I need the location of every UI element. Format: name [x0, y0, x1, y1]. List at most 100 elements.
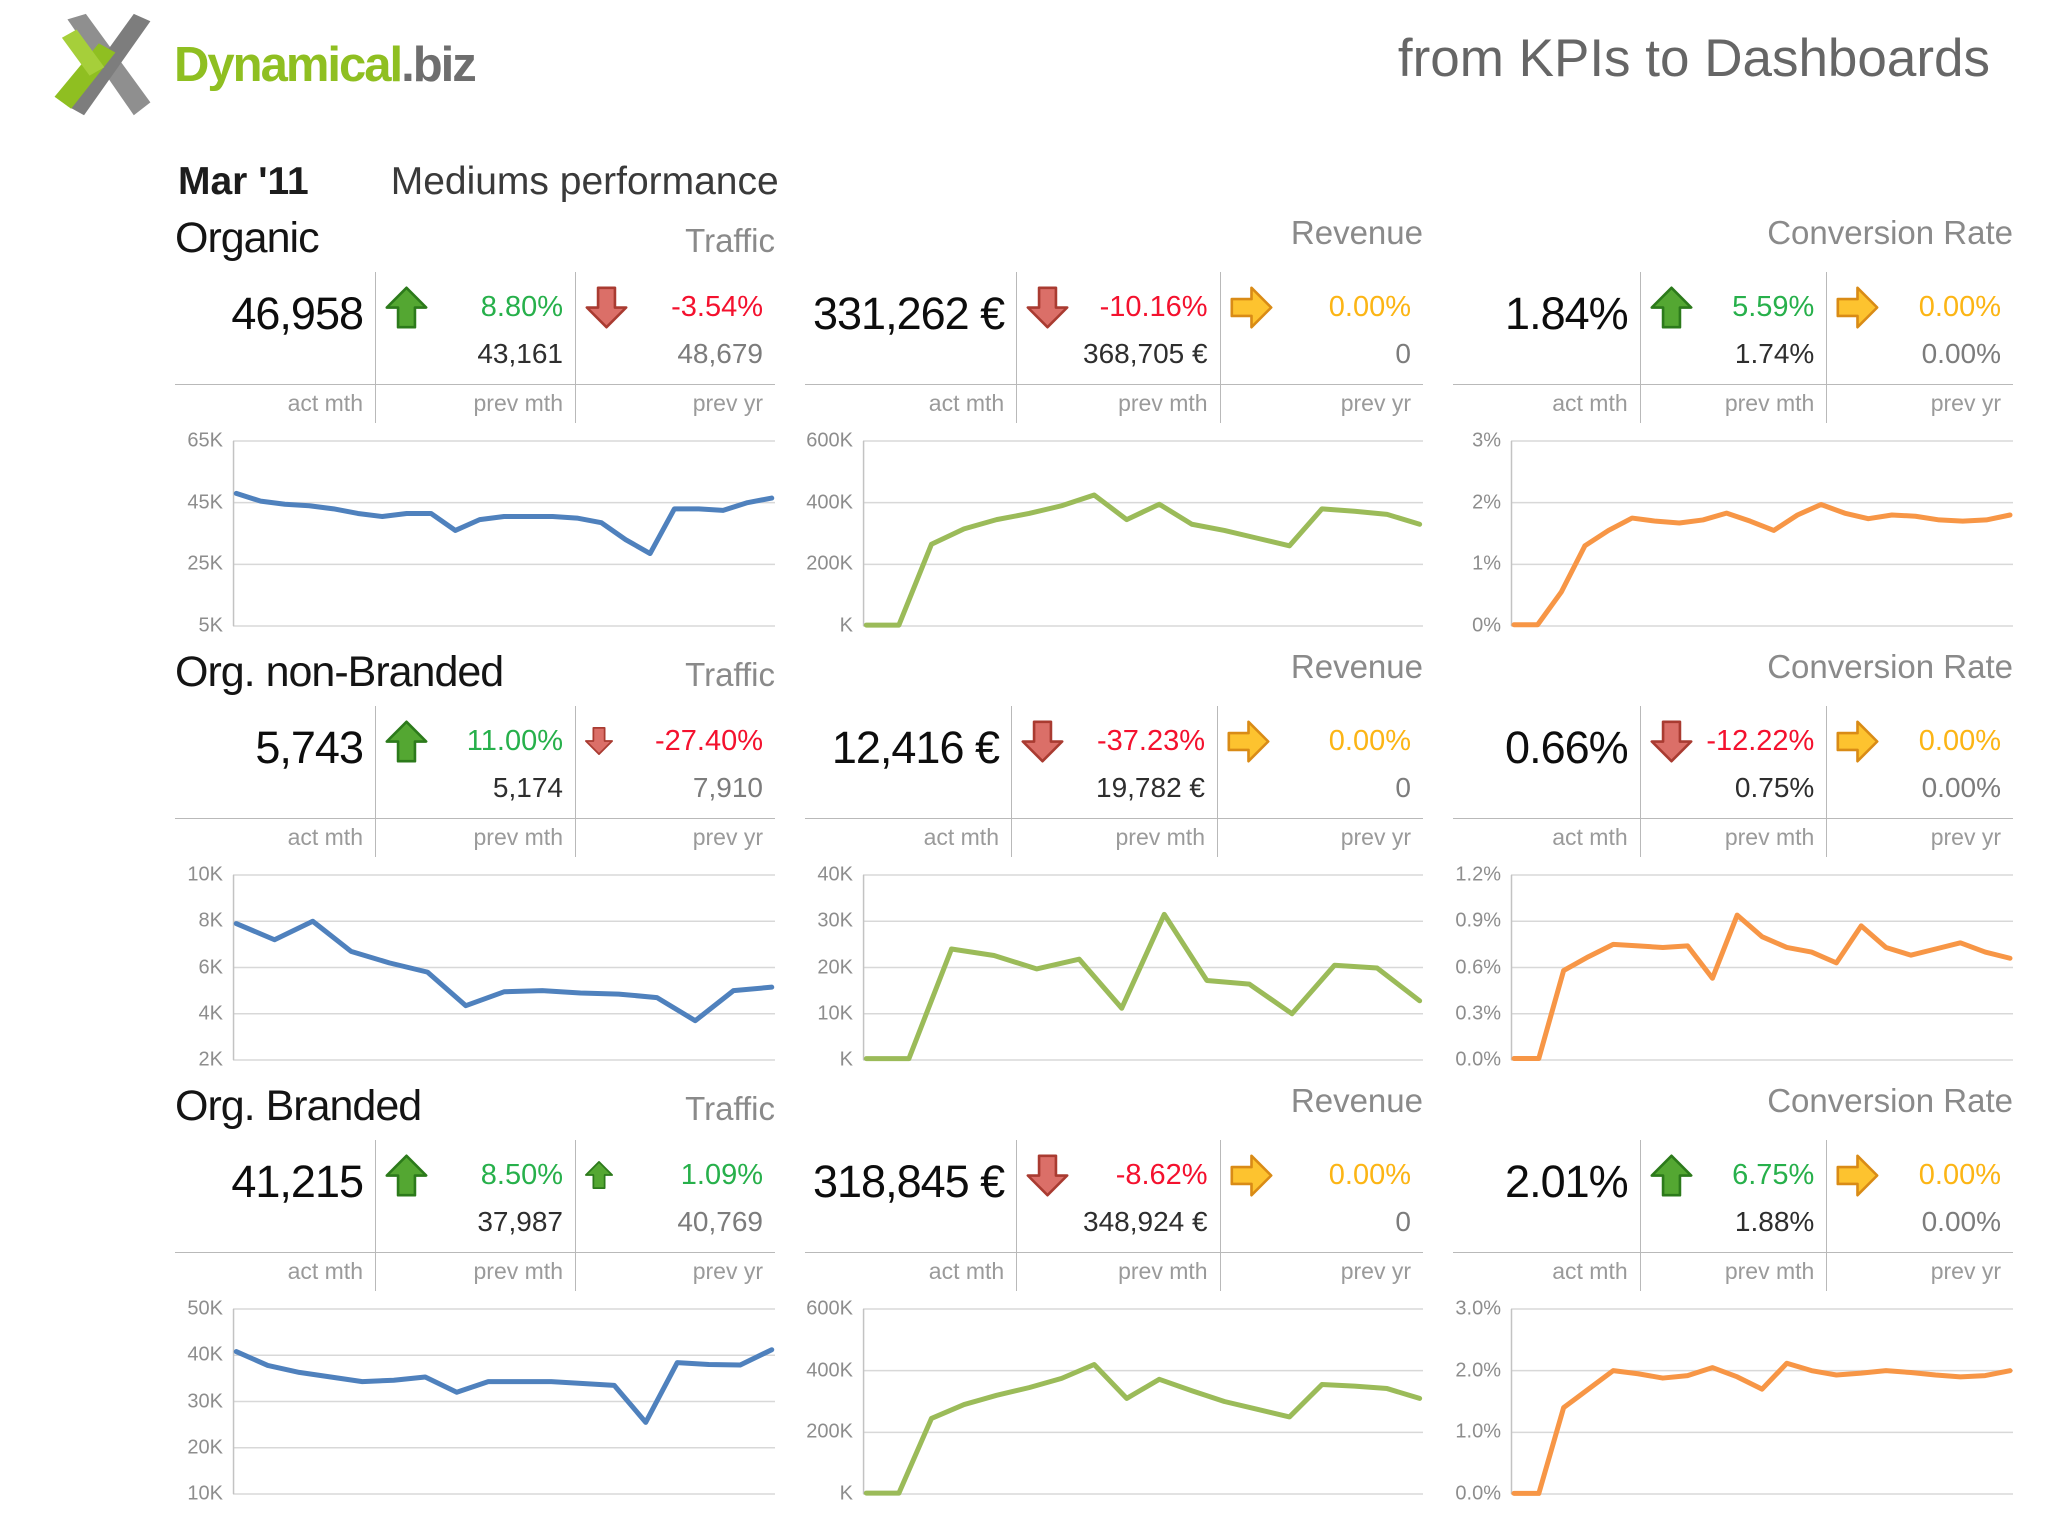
delta-pct: 0.00% [1328, 1158, 1411, 1191]
delta-prev-year: 0.00% [1835, 716, 2001, 766]
chart-nonbranded-revenue: 40K 30K 20K 10K K [805, 864, 1423, 1071]
report-title-row: Mar '11 Mediums performance [178, 160, 2048, 204]
kpi-col-label-prev-mth: prev mth [1016, 1252, 1220, 1291]
kpi-col-label-prev-yr: prev yr [575, 1252, 775, 1291]
prev-year-value: 0.00% [1921, 1206, 2001, 1237]
kpi-prev-year-col: 0.00% 0.00% [1826, 706, 2013, 818]
trend-arrow-icon [384, 719, 429, 764]
prev-month-value: 37,987 [477, 1206, 563, 1237]
kpi-prev-year-col: 0.00% 0 [1219, 1140, 1423, 1252]
prev-month-value: 368,705 € [1083, 338, 1208, 369]
cell-branded-conversion: Conversion Rate 2.01% 6.75% 1.88% 0.00% … [1453, 1082, 2013, 1505]
kpi-col-label-prev-yr: prev yr [1219, 384, 1423, 423]
cell-organic-revenue: Revenue 331,262 € -10.16% 368,705 € 0.00… [805, 214, 1423, 637]
kpi-col-label-act-mth: act mth [175, 818, 375, 857]
kpi-value: 0.66% [1505, 722, 1629, 773]
cell-head: Revenue [805, 1082, 1423, 1136]
kpi-table: 41,215 8.50% 37,987 1.09% 40,769 act mth… [175, 1140, 775, 1291]
delta-pct: 0.00% [1918, 290, 2001, 323]
section-title-branded: Org. Branded [175, 1082, 422, 1130]
prev-year-value: 0 [1395, 1206, 1411, 1237]
kpi-col-label-prev-yr: prev yr [1219, 1252, 1423, 1291]
chart-organic-revenue: 600K 400K 200K K [805, 430, 1423, 637]
logo: Dynamical.biz [52, 12, 477, 118]
kpi-col-label-prev-yr: prev yr [1826, 818, 2013, 857]
cell-head: Org. Branded Traffic [175, 1082, 775, 1136]
kpi-prev-month-col: -37.23% 19,782 € [1011, 706, 1217, 818]
delta-prev-month: 6.75% [1649, 1150, 1815, 1200]
cell-head: Conversion Rate [1453, 648, 2013, 702]
delta-prev-month: -12.22% [1649, 716, 1814, 766]
prev-year-value: 0.00% [1921, 338, 2001, 369]
metric-title-traffic: Traffic [685, 222, 775, 259]
cell-head: Organic Traffic [175, 214, 775, 268]
kpi-actual-col: 318,845 € [805, 1140, 1016, 1252]
delta-prev-year: 1.09% [584, 1150, 763, 1200]
delta-pct: 6.75% [1732, 1158, 1815, 1191]
logo-text: Dynamical.biz [174, 37, 477, 93]
kpi-table: 12,416 € -37.23% 19,782 € 0.00% 0 act mt… [805, 706, 1423, 857]
trend-arrow-icon [1025, 285, 1070, 330]
delta-prev-month: 11.00% [384, 716, 563, 766]
kpi-actual-col: 1.84% [1453, 272, 1640, 384]
prev-year-value: 0.00% [1921, 772, 2001, 803]
delta-pct: -37.23% [1096, 724, 1205, 757]
trend-arrow-icon [384, 285, 429, 330]
chart-organic-traffic: 65K 45K 25K 5K [175, 430, 775, 637]
metric-title-traffic: Traffic [685, 656, 775, 693]
kpi-prev-month-col: 8.50% 37,987 [375, 1140, 575, 1252]
logo-main: Dynamical [174, 38, 403, 92]
kpi-col-label-prev-yr: prev yr [1217, 818, 1423, 857]
kpi-value: 5,743 [255, 722, 364, 773]
kpi-value: 331,262 € [813, 288, 1005, 339]
cell-organic-conversion: Conversion Rate 1.84% 5.59% 1.74% 0.00% … [1453, 214, 2013, 637]
kpi-prev-month-col: -12.22% 0.75% [1639, 706, 1827, 818]
delta-pct: 5.59% [1732, 290, 1815, 323]
cell-head: Org. non-Branded Traffic [175, 648, 775, 702]
trend-arrow-icon [1226, 719, 1271, 764]
kpi-prev-month-col: 11.00% 5,174 [375, 706, 575, 818]
trend-arrow-icon [1229, 285, 1274, 330]
trend-arrow-icon [1835, 719, 1880, 764]
kpi-prev-year-col: 0.00% 0 [1217, 706, 1423, 818]
metric-title-conversion: Conversion Rate [1767, 1082, 2013, 1119]
delta-pct: 11.00% [466, 724, 563, 757]
kpi-value: 46,958 [231, 288, 364, 339]
metric-title-revenue: Revenue [1290, 1082, 1423, 1119]
delta-pct: 1.09% [680, 1158, 763, 1191]
kpi-actual-col: 5,743 [175, 706, 375, 818]
delta-pct: 8.80% [480, 290, 563, 323]
page-tagline: from KPIs to Dashboards [1397, 29, 1990, 88]
trend-arrow-icon [1835, 1153, 1880, 1198]
delta-prev-year: 0.00% [1226, 716, 1411, 766]
prev-month-value: 1.88% [1734, 1206, 1815, 1237]
kpi-value: 318,845 € [813, 1156, 1005, 1207]
cell-nonbranded-revenue: Revenue 12,416 € -37.23% 19,782 € 0.00% … [805, 648, 1423, 1071]
prev-month-value: 348,924 € [1083, 1206, 1208, 1237]
kpi-col-label-act-mth: act mth [805, 1252, 1017, 1291]
kpi-actual-col: 2.01% [1453, 1140, 1640, 1252]
report-title: Mediums performance [390, 160, 779, 203]
kpi-col-label-prev-mth: prev mth [1639, 818, 1827, 857]
prev-year-value: 0 [1395, 772, 1411, 803]
dashboard-grid: Organic Traffic 46,958 8.80% 43,161 -3.5… [175, 214, 2048, 1505]
delta-pct: 0.00% [1918, 1158, 2001, 1191]
kpi-prev-year-col: 0.00% 0 [1219, 272, 1423, 384]
kpi-table: 0.66% -12.22% 0.75% 0.00% 0.00% act mth … [1453, 706, 2013, 857]
logo-x-icon [54, 13, 151, 116]
delta-prev-month: 8.50% [384, 1150, 563, 1200]
kpi-prev-year-col: -27.40% 7,910 [575, 706, 775, 818]
delta-pct: 0.00% [1328, 724, 1411, 757]
prev-month-value: 19,782 € [1096, 772, 1205, 803]
delta-prev-year: -3.54% [584, 282, 763, 332]
delta-pct: 8.50% [480, 1158, 563, 1191]
report-date: Mar '11 [178, 160, 309, 203]
kpi-col-label-prev-mth: prev mth [1639, 1252, 1827, 1291]
trend-arrow-icon [384, 1153, 429, 1198]
kpi-col-label-prev-mth: prev mth [375, 1252, 575, 1291]
kpi-prev-year-col: 1.09% 40,769 [575, 1140, 775, 1252]
prev-month-value: 1.74% [1734, 338, 1815, 369]
chart-branded-traffic: 50K 40K 30K 20K 10K [175, 1298, 775, 1505]
kpi-col-label-act-mth: act mth [175, 1252, 375, 1291]
metric-title-revenue: Revenue [1290, 648, 1423, 685]
